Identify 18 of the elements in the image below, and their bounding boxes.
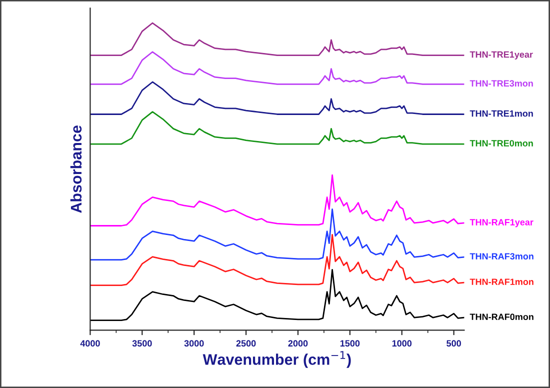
y-axis-title: Absorbance [70,126,82,213]
series-label: THN-RAF1year [470,219,534,228]
series-label: THN-RAF1mon [470,278,534,285]
x-tick-label: 2500 [236,340,256,347]
x-axis-title: Wavenumber (cm$^{−1}$) [202,351,351,368]
x-tick-label: 1000 [392,340,412,347]
x-tick-label: 500 [446,340,461,347]
x-tick-label: 4000 [80,340,100,347]
series-label: THN-RAF3mon [470,253,534,260]
series-label: THN-TRE3mon [470,80,533,87]
series-label: THN-TRE0mon [470,140,533,146]
x-tick-label: 3000 [184,340,204,347]
x-tick-label: 2000 [288,340,308,347]
x-tick-label: 3500 [132,340,152,347]
series-label: THN-TRE1mon [470,110,533,117]
x-tick-label: 1500 [340,340,360,347]
series-label: THN-TRE1year [470,51,533,60]
series-label: THN-RAF0mon [470,314,534,320]
